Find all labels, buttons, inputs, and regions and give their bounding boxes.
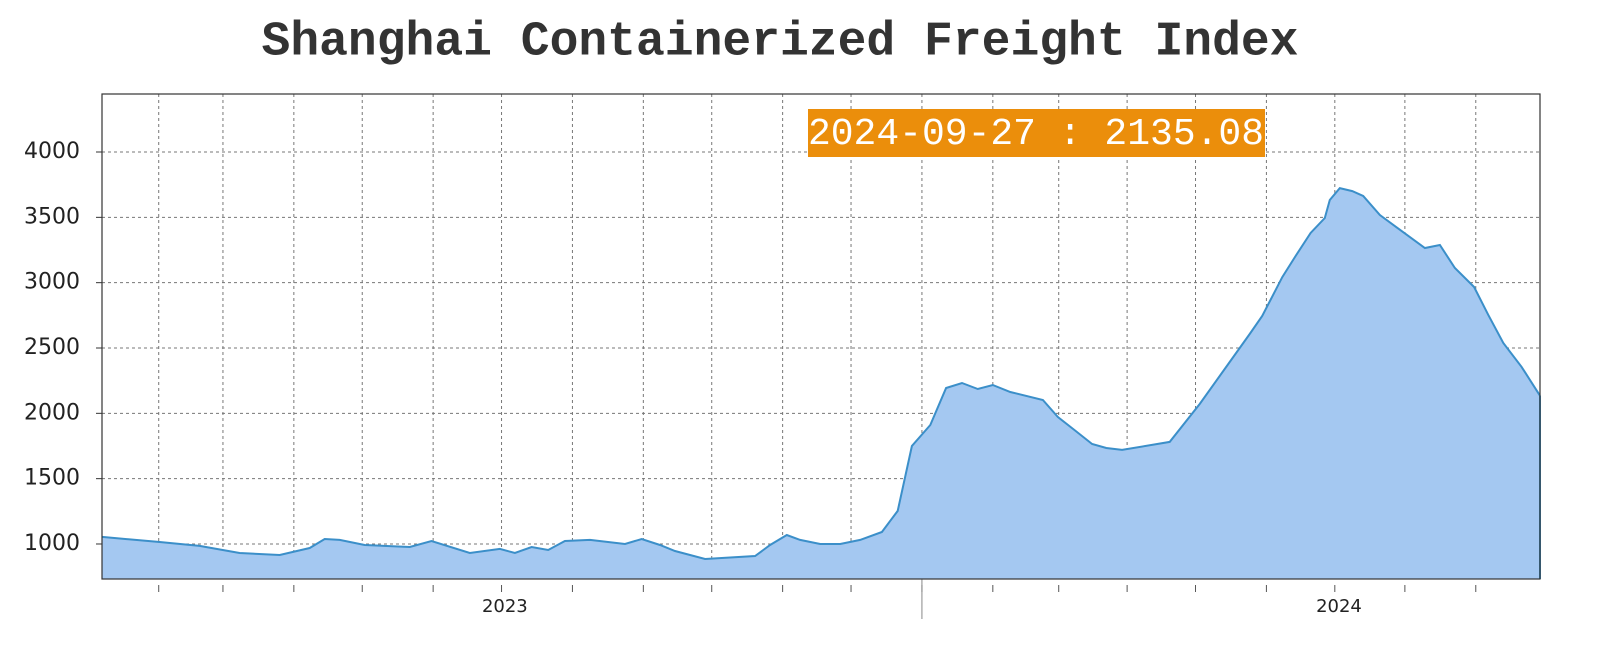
- y-tick-label: 1000: [24, 531, 80, 556]
- area: [102, 188, 1540, 579]
- annotation: 2024-09-27 : 2135.08: [808, 113, 1264, 156]
- y-tick-label: 2500: [24, 335, 80, 360]
- y-tick-label: 4000: [24, 139, 80, 164]
- x-tick-label: 2023: [482, 596, 528, 617]
- x-tick-label: 2024: [1316, 596, 1362, 617]
- plot-frame: [101, 93, 1541, 580]
- y-tick-label: 3500: [24, 204, 80, 229]
- line: [101, 186, 1541, 561]
- chart-title: Shanghai Containerized Freight Index: [262, 16, 1299, 70]
- annotation-box: [808, 109, 1265, 157]
- y-tick-label: 3000: [24, 270, 80, 295]
- y-tick-label: 1500: [24, 466, 80, 491]
- y-tick-label: 2000: [24, 400, 80, 425]
